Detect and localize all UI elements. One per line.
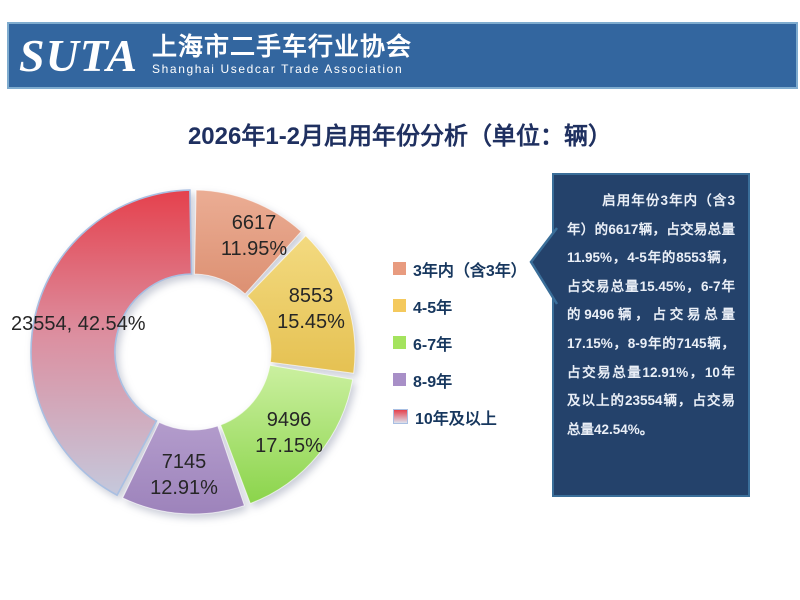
donut-slice-6-7年 bbox=[219, 364, 354, 505]
legend-swatch-3yr bbox=[393, 262, 406, 275]
slice-label-0-3yr: 6617 11.95% bbox=[221, 210, 287, 262]
legend-item-8-9yr: 8-9年 bbox=[393, 361, 527, 398]
donut-slice-8-9年 bbox=[121, 421, 246, 515]
slice-value: 7145 bbox=[161, 451, 207, 473]
summary-text: 启用年份3年内（含3年）的6617辆，占交易总量11.95%，4-5年的8553… bbox=[567, 193, 735, 437]
org-names: 上海市二手车行业协会 Shanghai Usedcar Trade Associ… bbox=[152, 34, 412, 77]
legend-label: 8-9年 bbox=[413, 373, 453, 391]
org-name-english: Shanghai Usedcar Trade Association bbox=[152, 62, 404, 76]
slice-label-3-8-9yr: 7145 12.91% bbox=[150, 449, 218, 501]
donut-slice-10年及以上 bbox=[30, 189, 193, 497]
slice-value-percent: 23554, 42.54% bbox=[11, 313, 146, 335]
slice-percent: 15.45% bbox=[277, 311, 345, 333]
legend-item-4-5yr: 4-5年 bbox=[393, 287, 527, 324]
page-title: 2026年1-2月启用年份分析（单位：辆） bbox=[187, 123, 613, 150]
header-banner: SUTA 上海市二手车行业协会 Shanghai Usedcar Trade A… bbox=[7, 22, 798, 89]
callout-pointer bbox=[529, 227, 558, 305]
legend-label: 4-5年 bbox=[413, 299, 453, 317]
legend-label: 10年及以上 bbox=[415, 410, 497, 428]
donut-slice-4-5年 bbox=[246, 235, 356, 374]
donut-slice-3年内（含3年） bbox=[193, 189, 302, 295]
slice-value: 6617 bbox=[231, 212, 277, 234]
slice-label-4-10yr-plus: 23554, 42.54% bbox=[11, 311, 146, 337]
legend-item-10yr-plus: 10年及以上 bbox=[393, 398, 527, 435]
legend-item-3yr: 3年内（含3年） bbox=[393, 250, 527, 287]
org-name-chinese: 上海市二手车行业协会 bbox=[152, 33, 413, 61]
suta-logo: SUTA bbox=[19, 29, 139, 81]
slice-value: 8553 bbox=[288, 285, 334, 307]
slice-percent: 17.15% bbox=[255, 435, 323, 457]
slice-percent: 12.91% bbox=[150, 477, 218, 499]
legend-item-6-7yr: 6-7年 bbox=[393, 324, 527, 361]
summary-callout: 启用年份3年内（含3年）的6617辆，占交易总量11.95%，4-5年的8553… bbox=[552, 173, 750, 497]
legend-label: 6-7年 bbox=[413, 336, 453, 354]
chart-legend: 3年内（含3年） 4-5年 6-7年 8-9年 10年及以上 bbox=[393, 250, 527, 435]
legend-label: 3年内（含3年） bbox=[413, 262, 527, 280]
slice-value: 9496 bbox=[266, 409, 312, 431]
legend-swatch-10yr-plus bbox=[393, 409, 408, 424]
slice-label-2-6-7yr: 9496 17.15% bbox=[255, 407, 323, 459]
slice-label-1-4-5yr: 8553 15.45% bbox=[277, 283, 345, 335]
legend-swatch-4-5yr bbox=[393, 299, 406, 312]
legend-swatch-6-7yr bbox=[393, 336, 406, 349]
legend-swatch-8-9yr bbox=[393, 373, 406, 386]
slice-percent: 11.95% bbox=[220, 238, 288, 260]
